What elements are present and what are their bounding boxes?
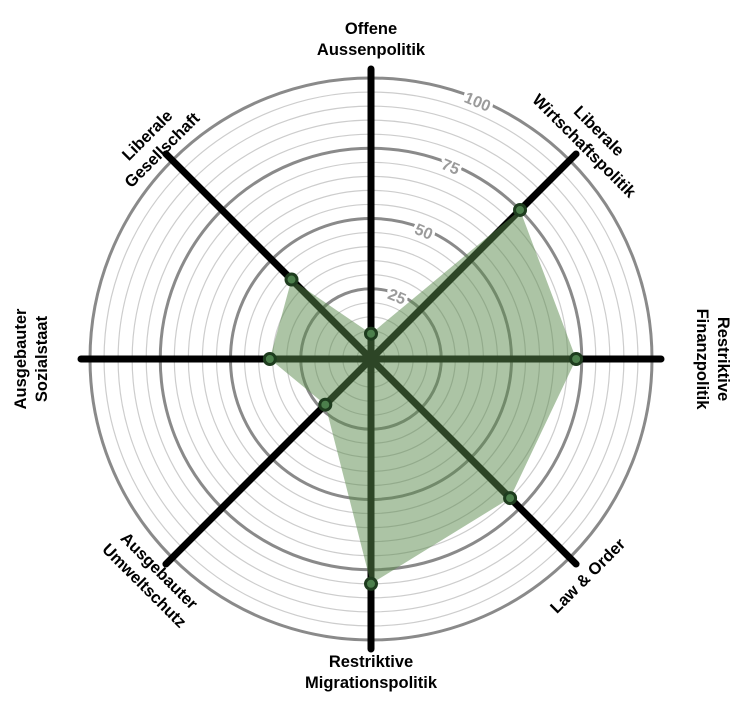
data-point [318, 397, 333, 412]
data-point [569, 352, 584, 366]
data-point [284, 272, 299, 287]
axis-label-ausgebauter-sozialstaat: Ausgebauter Sozialstaat [12, 308, 51, 409]
axis-label-offene-aussenpolitik: Offene Aussenpolitik [317, 20, 426, 59]
svg-text:Restriktive: Restriktive [714, 317, 732, 401]
data-point [513, 202, 528, 217]
svg-text:Restriktive: Restriktive [329, 653, 413, 671]
data-point [503, 491, 518, 506]
svg-text:100: 100 [462, 90, 493, 116]
svg-text:Migrationspolitik: Migrationspolitik [305, 674, 438, 692]
data-point [364, 576, 378, 591]
svg-text:Ausgebauter: Ausgebauter [12, 308, 30, 409]
svg-text:Offene: Offene [345, 20, 397, 38]
svg-text:Finanzpolitik: Finanzpolitik [693, 309, 711, 411]
svg-text:Sozialstaat: Sozialstaat [33, 315, 51, 402]
data-point [364, 326, 378, 341]
ring-tick-label: 100 [459, 87, 496, 119]
axis-label-restriktive-migrationspolitik: Restriktive Migrationspolitik [305, 653, 438, 692]
svg-text:Aussenpolitik: Aussenpolitik [317, 41, 426, 59]
value-polygon [269, 209, 577, 584]
data-points [262, 202, 584, 591]
data-point [262, 352, 277, 366]
